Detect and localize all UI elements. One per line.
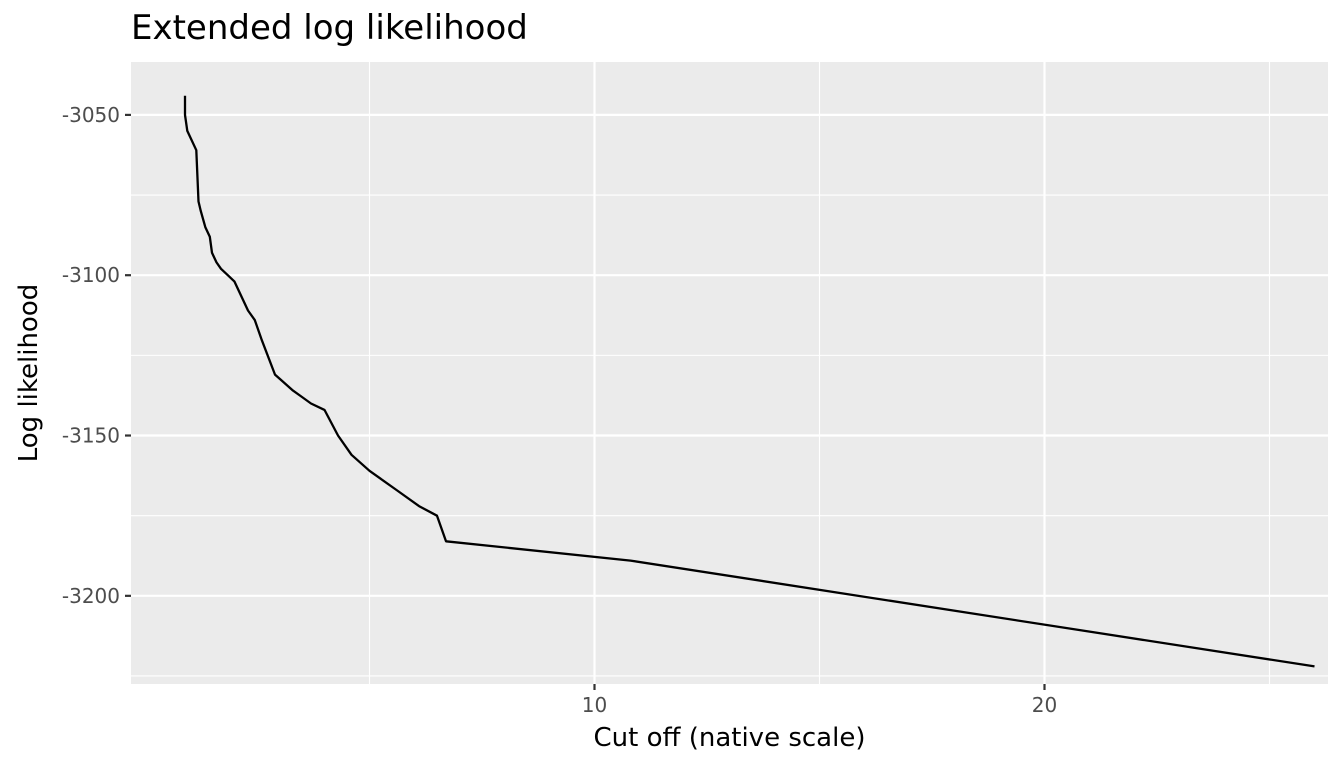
x-axis-title: Cut off (native scale) <box>594 723 866 753</box>
y-tick-label: -3100 <box>62 263 120 287</box>
plot-panel <box>131 62 1328 684</box>
x-tick-label: 10 <box>582 693 607 717</box>
axis-ticks <box>125 113 1046 690</box>
grid-major <box>131 62 1328 684</box>
data-series <box>183 95 1315 668</box>
y-tick-label: -3050 <box>62 103 120 127</box>
tick-labels: 10 20 -3050 -3100 -3150 -3200 <box>62 103 1057 717</box>
x-tick-label: 20 <box>1032 693 1057 717</box>
y-axis-title: Log likelihood <box>14 284 44 463</box>
y-tick-label: -3200 <box>62 584 120 608</box>
grid-minor <box>131 62 1328 684</box>
series-line <box>183 95 1315 668</box>
chart-title: Extended log likelihood <box>131 8 528 48</box>
y-tick-label: -3150 <box>62 424 120 448</box>
